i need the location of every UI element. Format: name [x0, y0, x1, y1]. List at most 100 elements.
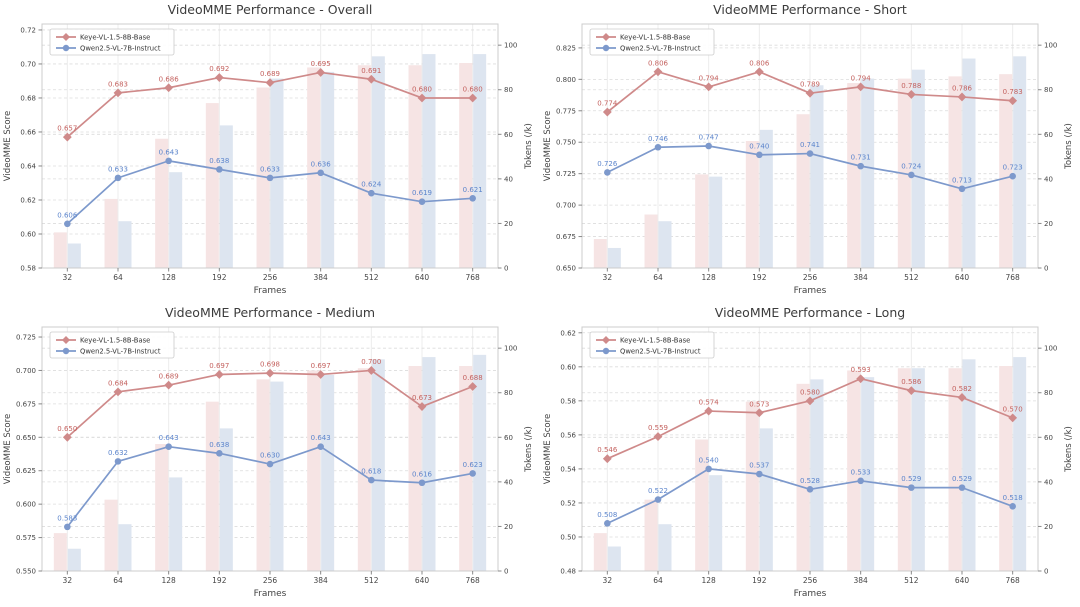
data-label: 0.529	[952, 475, 972, 483]
y-right-tick-label: 0	[504, 568, 508, 576]
x-tick-label: 128	[162, 273, 177, 282]
marker-circle	[654, 496, 662, 503]
data-label: 0.650	[57, 425, 77, 433]
marker-diamond	[62, 432, 72, 442]
legend: Keye-VL-1.5-8B-Base Qwen2.5-VL-7B-Instruc…	[589, 331, 715, 359]
y-left-axis-label: VideoMME Score	[3, 414, 13, 484]
marker-circle	[705, 142, 712, 150]
marker-circle	[469, 470, 476, 477]
marker-circle	[216, 450, 223, 457]
data-label: 0.633	[108, 165, 128, 173]
bar	[53, 533, 67, 571]
marker-circle	[114, 458, 122, 465]
line-series-0: 0.774 0.806 0.794 0.806 0.789 0.794 0.788 0.786…	[597, 59, 1023, 117]
x-tick-label: 192	[752, 273, 767, 282]
marker-circle	[756, 470, 763, 478]
data-label: 0.746	[648, 135, 669, 143]
marker-diamond	[602, 107, 612, 117]
data-label: 0.540	[699, 456, 719, 464]
data-label: 0.593	[851, 366, 871, 374]
data-label: 0.529	[901, 475, 921, 483]
y-left-tick-label: 0.60	[560, 363, 576, 371]
y-left-tick-label: 0.58	[560, 397, 576, 405]
x-tick-label: 768	[1006, 273, 1021, 282]
data-label: 0.806	[749, 59, 770, 67]
bar	[321, 374, 335, 571]
y-left-tick-label: 0.625	[16, 467, 36, 475]
data-label: 0.508	[597, 511, 617, 519]
marker-diamond	[906, 386, 916, 396]
bar	[658, 524, 672, 571]
legend-label: Keye-VL-1.5-8B-Base	[80, 34, 150, 42]
y-right-tick-label: 100	[504, 345, 517, 353]
bar	[67, 243, 81, 268]
y-right-tick-label: 80	[1044, 389, 1053, 397]
data-label: 0.724	[901, 162, 922, 170]
data-label: 0.688	[463, 374, 483, 382]
bar	[796, 114, 810, 268]
y-right-tick-label: 80	[1044, 86, 1053, 94]
y-left-tick-label: 0.750	[556, 139, 576, 147]
bar	[459, 365, 473, 571]
x-tick-label: 512	[364, 576, 379, 585]
x-tick-label: 640	[415, 576, 430, 585]
data-label: 0.789	[800, 81, 820, 89]
marker-circle	[165, 443, 172, 450]
marker-circle	[908, 484, 915, 491]
bar	[67, 548, 81, 571]
marker-diamond	[214, 73, 224, 82]
data-label: 0.546	[597, 446, 618, 454]
bar	[1013, 357, 1027, 571]
y-left-tick-label: 0.650	[16, 434, 36, 442]
data-label: 0.788	[901, 82, 921, 90]
data-label: 0.680	[463, 85, 483, 93]
x-tick-label: 256	[803, 273, 818, 282]
data-label: 0.518	[1003, 494, 1023, 502]
data-label: 0.786	[952, 84, 973, 92]
marker-circle	[806, 486, 814, 493]
bar	[270, 78, 284, 269]
bar	[219, 428, 233, 571]
y-left-tick-label: 0.675	[556, 233, 576, 241]
marker-circle	[469, 194, 476, 202]
y-left-tick-label: 0.58	[20, 265, 36, 273]
bar	[948, 368, 962, 571]
data-label: 0.680	[412, 85, 432, 93]
y-left-tick-label: 0.800	[556, 76, 576, 84]
y-right-tick-label: 60	[504, 434, 513, 442]
x-tick-label: 256	[263, 576, 278, 585]
y-right-tick-label: 0	[504, 265, 508, 273]
x-tick-label: 256	[263, 273, 278, 282]
x-tick-label: 32	[63, 273, 73, 282]
marker-diamond	[417, 402, 427, 411]
legend-marker-diamond	[62, 336, 70, 344]
token-bars	[53, 354, 487, 571]
bar	[745, 140, 759, 268]
chart-title: VideoMME Performance - Overall	[168, 2, 373, 17]
token-bars	[53, 54, 487, 269]
marker-circle	[806, 150, 814, 157]
y-right-tick-label: 100	[504, 42, 517, 50]
marker-diamond	[113, 387, 123, 397]
bar	[709, 176, 723, 268]
marker-circle	[266, 460, 274, 468]
x-tick-label: 384	[314, 576, 329, 585]
marker-diamond	[1008, 96, 1018, 106]
data-label: 0.580	[800, 388, 820, 396]
bar	[256, 379, 270, 571]
data-label: 0.623	[463, 461, 483, 469]
marker-circle	[368, 189, 375, 197]
x-tick-label: 768	[466, 273, 481, 282]
data-label: 0.689	[159, 373, 179, 381]
legend-marker-circle	[602, 347, 610, 355]
data-label: 0.537	[749, 462, 769, 470]
bar	[593, 239, 607, 268]
y-left-axis-label: VideoMME Score	[543, 414, 553, 484]
legend: Keye-VL-1.5-8B-Base Qwen2.5-VL-7B-Instruc…	[589, 28, 715, 56]
legend: Keye-VL-1.5-8B-Base Qwen2.5-VL-7B-Instruc…	[49, 28, 175, 56]
marker-diamond	[653, 432, 663, 441]
bar	[745, 401, 759, 571]
x-tick-label: 32	[603, 576, 613, 585]
bar	[459, 62, 473, 268]
bar	[169, 477, 183, 571]
